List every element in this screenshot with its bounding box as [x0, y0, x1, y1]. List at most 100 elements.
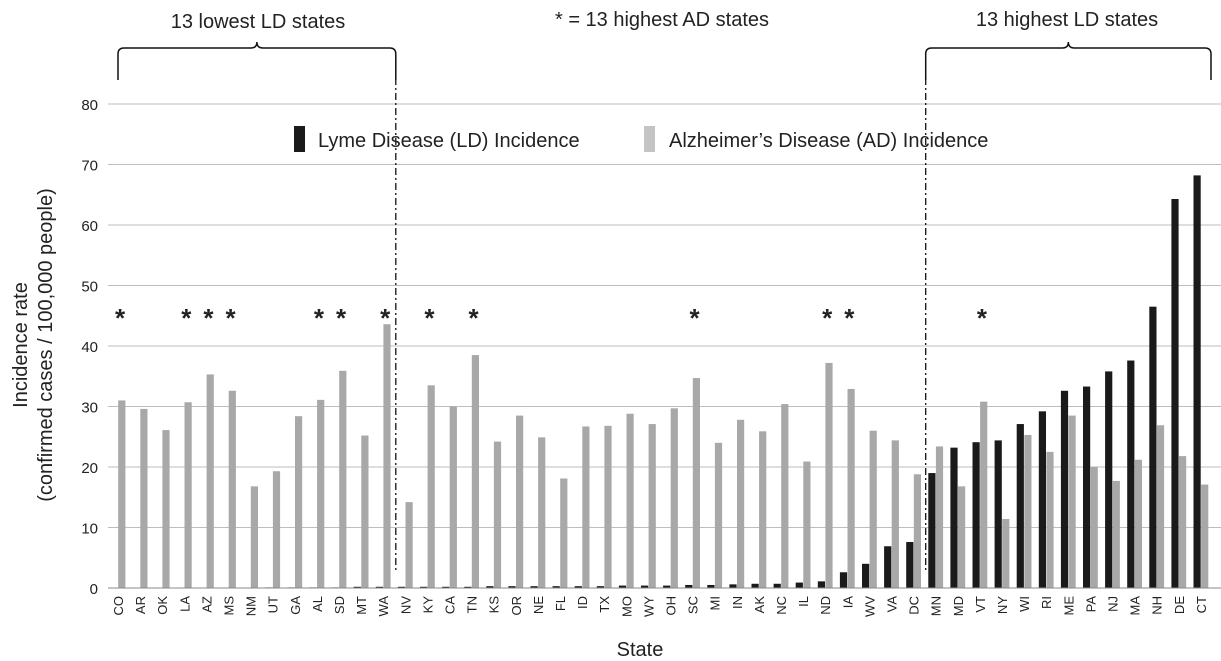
bar-ad-CA — [449, 406, 457, 588]
x-tick-label-WI: WI — [1017, 596, 1032, 612]
bar-ad-MI — [714, 442, 723, 588]
x-tick-label-MT: MT — [354, 596, 369, 615]
bar-ld-AK — [751, 583, 759, 588]
bar-ad-TN — [471, 355, 479, 588]
x-tick-label-NJ: NJ — [1106, 596, 1121, 612]
x-tick-label-MN: MN — [929, 596, 944, 616]
bar-ad-SC — [692, 378, 700, 588]
brace-highest-ld — [924, 41, 1212, 80]
x-tick-label-DE: DE — [1172, 596, 1187, 614]
x-tick-labels: CO AR OK LA AZ MS NM UT GA AL SD MT WA NV KY CA TN KS OR NE… — [111, 596, 1209, 617]
bar-ld-WA — [375, 586, 383, 588]
bar-ad-CO — [118, 400, 126, 588]
bar-ad-AZ — [206, 374, 214, 588]
bar-ld-MN — [928, 473, 936, 588]
legend-ld-label: Lyme Disease (LD) Incidence — [318, 130, 580, 152]
y-tick-label: 30 — [81, 400, 98, 417]
bar-ld-DE — [1171, 198, 1179, 589]
bar-ad-NE — [538, 437, 546, 588]
x-tick-label-WV: WV — [862, 596, 877, 617]
bar-ld-IA — [839, 572, 848, 588]
x-tick-label-AL: AL — [310, 596, 325, 612]
x-tick-label-TN: TN — [465, 596, 480, 613]
y-tick-label: 80 — [81, 97, 98, 114]
x-tick-label-TX: TX — [597, 596, 612, 613]
x-tick-label-IA: IA — [840, 596, 855, 609]
bar-ad-WI — [1024, 434, 1032, 588]
bar-ad-CT — [1201, 484, 1209, 588]
y-tick-label: 70 — [81, 158, 98, 175]
asterisk-AL: * — [314, 303, 325, 333]
bar-ld-ID — [574, 586, 582, 588]
bar-ad-KY — [427, 385, 435, 588]
x-tick-label-IL: IL — [796, 596, 811, 607]
x-tick-label-MI: MI — [708, 596, 723, 610]
bar-ad-NY — [1002, 519, 1010, 588]
bar-ad-NJ — [1112, 480, 1120, 588]
y-tick-label: 0 — [90, 581, 98, 598]
x-tick-label-NE: NE — [531, 596, 546, 614]
bar-ld-NJ — [1105, 371, 1113, 588]
bar-ad-MT — [361, 435, 369, 588]
bar-ld-IN — [729, 584, 737, 588]
y-axis-title-line1: Incidence rate — [10, 282, 32, 408]
x-tick-label-ME: ME — [1061, 596, 1076, 616]
gridlines — [108, 103, 1221, 589]
legend-ad-label: Alzheimer’s Disease (AD) Incidence — [669, 130, 988, 152]
bar-ld-WV — [862, 563, 870, 588]
x-tick-label-AK: AK — [752, 596, 767, 614]
bar-ad-UT — [272, 471, 281, 588]
bar-ld-DC — [906, 542, 914, 588]
bar-ld-WI — [1016, 424, 1024, 588]
bar-ld-MT — [353, 586, 361, 588]
legend-ad-swatch — [644, 126, 655, 152]
bar-ld-ND — [817, 581, 825, 588]
x-tick-label-UT: UT — [266, 596, 281, 613]
bar-ld-SC — [685, 584, 693, 588]
x-tick-label-GA: GA — [288, 596, 303, 615]
bar-ad-WY — [648, 424, 656, 588]
asterisk-MS: * — [225, 303, 236, 333]
bar-ad-MA — [1134, 459, 1142, 588]
bar-ad-AL — [317, 399, 325, 588]
x-tick-label-MD: MD — [951, 596, 966, 616]
bar-ad-PA — [1090, 467, 1098, 588]
bar-ld-OH — [663, 585, 671, 588]
asterisk-KY: * — [424, 303, 435, 333]
x-tick-label-OH: OH — [664, 596, 679, 616]
x-tick-label-AZ: AZ — [199, 596, 214, 613]
bar-ad-ID — [582, 426, 590, 588]
bar-ld-TX — [596, 586, 604, 588]
y-tick-label: 20 — [81, 460, 98, 477]
x-tick-label-NC: NC — [774, 596, 789, 615]
x-tick-label-IN: IN — [730, 596, 745, 609]
bar-ad-RI — [1046, 451, 1054, 588]
x-tick-label-DC: DC — [907, 596, 922, 615]
x-tick-label-MA: MA — [1128, 596, 1143, 616]
bar-ad-NV — [405, 502, 413, 588]
bar-ld-RI — [1038, 411, 1046, 588]
x-tick-label-FL: FL — [553, 596, 568, 611]
x-tick-label-OR: OR — [509, 596, 524, 616]
x-tick-label-KY: KY — [420, 596, 435, 614]
bar-ad-OR — [516, 415, 524, 588]
bar-ld-NV — [397, 586, 406, 588]
bar-ad-FL — [560, 478, 568, 588]
x-tick-label-ND: ND — [818, 596, 833, 615]
bar-ld-NC — [773, 583, 781, 588]
bar-ad-ND — [825, 362, 833, 588]
x-tick-label-WA: WA — [376, 596, 391, 617]
bar-ad-NM — [250, 486, 258, 588]
bar-ld-NE — [530, 586, 538, 588]
bar-ld-IL — [795, 582, 803, 588]
asterisk-AZ: * — [203, 303, 214, 333]
bar-ad-DC — [913, 474, 921, 588]
x-tick-label-SD: SD — [332, 596, 347, 614]
bar-ad-WV — [869, 430, 877, 588]
asterisk-SC: * — [690, 303, 701, 333]
highest-ld-label: 13 highest LD states — [976, 9, 1158, 31]
y-tick-label: 50 — [81, 279, 98, 296]
bar-ld-ME — [1060, 390, 1069, 588]
asterisk-CO: * — [115, 303, 126, 333]
